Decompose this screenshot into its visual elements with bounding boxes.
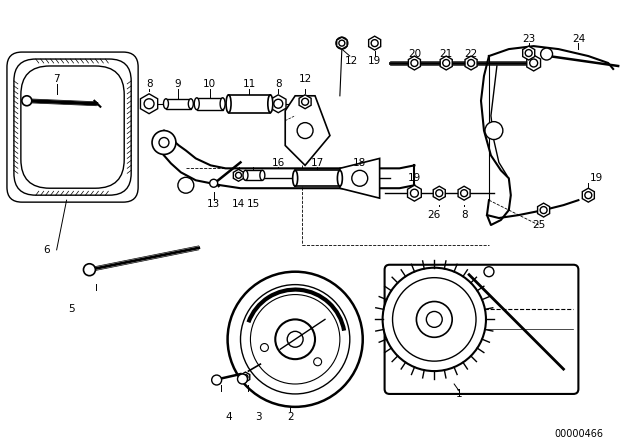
Ellipse shape: [243, 170, 248, 180]
Text: 8: 8: [146, 79, 152, 89]
FancyBboxPatch shape: [385, 265, 579, 394]
Circle shape: [297, 123, 313, 138]
Text: 14: 14: [232, 199, 245, 209]
Polygon shape: [465, 56, 477, 70]
Polygon shape: [527, 55, 541, 71]
Text: 11: 11: [243, 79, 256, 89]
Ellipse shape: [163, 99, 168, 109]
Text: 25: 25: [532, 220, 545, 230]
Ellipse shape: [337, 170, 342, 186]
Polygon shape: [337, 37, 347, 49]
Bar: [196, 98, 223, 110]
Ellipse shape: [188, 99, 193, 109]
Text: 00000466: 00000466: [554, 429, 603, 439]
Polygon shape: [408, 185, 421, 201]
Circle shape: [178, 177, 194, 193]
Circle shape: [541, 48, 552, 60]
Bar: [246, 170, 262, 180]
Polygon shape: [299, 95, 311, 109]
Text: 21: 21: [440, 49, 453, 59]
Text: 19: 19: [589, 173, 603, 183]
Circle shape: [260, 344, 268, 352]
Text: 18: 18: [353, 159, 366, 168]
Polygon shape: [408, 56, 420, 70]
Circle shape: [22, 96, 32, 106]
Circle shape: [336, 37, 348, 49]
Text: 2: 2: [287, 412, 294, 422]
Bar: [166, 99, 191, 109]
Ellipse shape: [260, 170, 265, 180]
Text: 3: 3: [255, 412, 262, 422]
Circle shape: [275, 319, 315, 359]
Text: 19: 19: [368, 56, 381, 66]
Text: 4: 4: [225, 412, 232, 422]
Text: 15: 15: [247, 199, 260, 209]
Circle shape: [352, 170, 368, 186]
Polygon shape: [140, 94, 157, 114]
Circle shape: [83, 264, 95, 276]
Polygon shape: [582, 188, 595, 202]
Text: 19: 19: [408, 173, 421, 183]
Text: 8: 8: [461, 210, 467, 220]
Polygon shape: [340, 159, 380, 198]
Text: 1: 1: [456, 389, 463, 399]
Circle shape: [237, 374, 248, 384]
Polygon shape: [271, 95, 286, 113]
Circle shape: [314, 358, 322, 366]
Polygon shape: [538, 203, 550, 217]
Ellipse shape: [220, 98, 225, 110]
Text: 12: 12: [298, 74, 312, 84]
Circle shape: [383, 268, 486, 371]
Circle shape: [392, 278, 476, 361]
Text: 16: 16: [271, 159, 285, 168]
Ellipse shape: [292, 170, 298, 186]
Text: 7: 7: [53, 74, 60, 84]
Text: 8: 8: [275, 79, 282, 89]
Ellipse shape: [226, 95, 231, 113]
Circle shape: [210, 179, 218, 187]
Text: 13: 13: [207, 199, 220, 209]
Text: 23: 23: [522, 34, 535, 44]
Circle shape: [152, 130, 176, 155]
Polygon shape: [440, 56, 452, 70]
Ellipse shape: [268, 95, 273, 113]
Text: 24: 24: [572, 34, 585, 44]
Text: 6: 6: [44, 245, 50, 255]
Circle shape: [228, 271, 363, 407]
Polygon shape: [285, 96, 330, 165]
Ellipse shape: [195, 98, 199, 110]
Polygon shape: [523, 46, 535, 60]
Text: 5: 5: [68, 305, 75, 314]
Circle shape: [212, 375, 221, 385]
Text: 26: 26: [428, 210, 441, 220]
Text: 12: 12: [345, 56, 358, 66]
Text: 22: 22: [465, 49, 477, 59]
Polygon shape: [234, 169, 244, 181]
Text: 20: 20: [408, 49, 421, 59]
Circle shape: [485, 122, 503, 139]
Polygon shape: [241, 372, 250, 382]
Text: 10: 10: [203, 79, 216, 89]
Text: 17: 17: [310, 159, 324, 168]
Circle shape: [417, 302, 452, 337]
Text: 9: 9: [175, 79, 181, 89]
Circle shape: [250, 294, 340, 384]
Bar: [295, 170, 340, 186]
Bar: [228, 95, 270, 113]
Polygon shape: [458, 186, 470, 200]
Polygon shape: [369, 36, 381, 50]
Circle shape: [241, 284, 350, 394]
Polygon shape: [433, 186, 445, 200]
Circle shape: [484, 267, 494, 277]
